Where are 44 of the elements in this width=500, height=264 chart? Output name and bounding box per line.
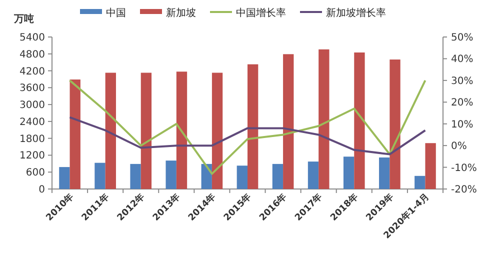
bar [212,72,223,189]
bar [236,166,248,189]
y2-tick-label: 30% [451,76,474,87]
y-tick-label: 1800 [20,134,45,145]
y2-tick-label: 0% [451,141,467,152]
y-tick-label: 5400 [20,32,45,44]
bar [425,143,436,189]
y-tick-label: 600 [26,168,45,179]
bar [166,160,176,189]
y-axis-title: 万吨 [13,13,34,25]
legend-label: 中国 [106,7,126,19]
y2-tick-label: 40% [451,54,474,66]
bar [248,64,258,189]
legend-label: 新加坡 [166,7,196,19]
y-tick-label: 1200 [20,150,45,162]
bar [140,72,152,189]
bar [272,164,284,189]
bar [94,162,106,189]
bar [176,72,188,189]
bar [390,60,400,189]
bar [414,176,426,189]
y-tick-label: 3000 [20,100,45,112]
y2-tick-label: 50% [451,32,474,44]
bar [105,72,116,189]
bar [59,167,70,189]
legend-label: 中国增长率 [236,7,286,19]
bar [70,80,80,189]
bar [379,157,390,189]
bar [308,162,319,189]
bar [283,54,294,189]
y-tick-label: 4200 [20,66,45,78]
y2-tick-label: -10% [451,162,477,174]
y-tick-label: 4800 [20,49,45,60]
bar [318,49,330,189]
legend-label: 新加坡增长率 [326,7,386,19]
y2-tick-label: 10% [451,119,474,130]
y2-tick-label: 20% [451,98,474,109]
y-tick-label: 0 [38,184,45,196]
bar [354,52,365,189]
y-tick-label: 3600 [20,83,45,94]
bar [343,156,354,189]
y-tick-label: 2400 [20,116,45,128]
bar [130,164,141,189]
y2-tick-label: -20% [451,184,477,196]
